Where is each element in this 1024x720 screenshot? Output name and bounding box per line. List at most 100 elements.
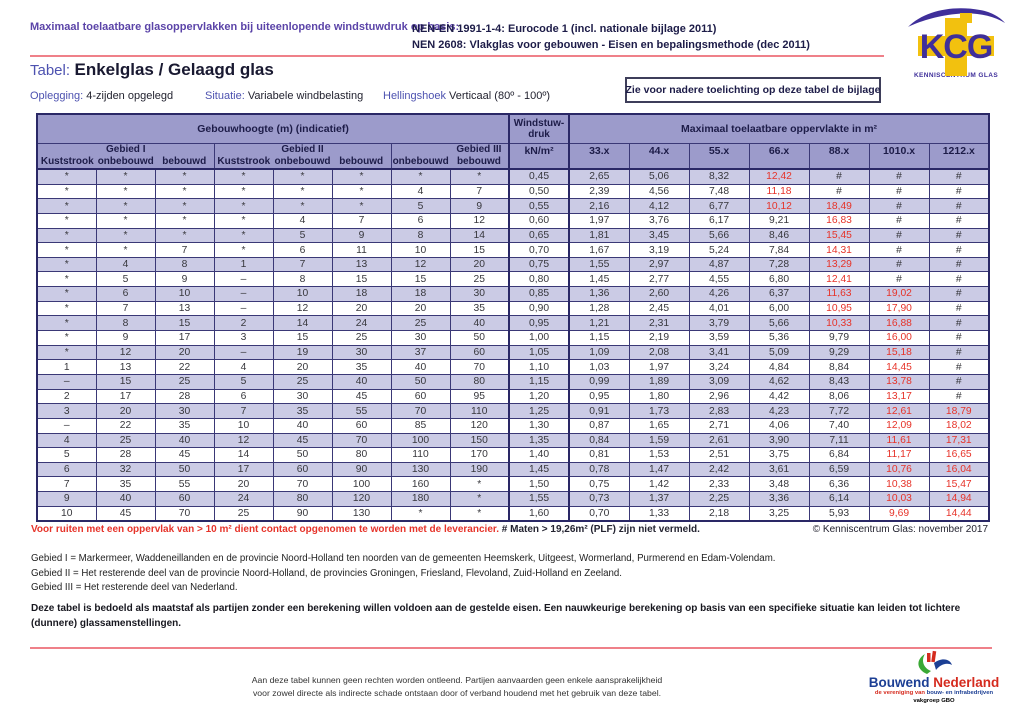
- height-cell: 50: [154, 461, 215, 478]
- height-cell: *: [95, 242, 156, 258]
- height-cell: 18: [331, 286, 392, 302]
- height-cell: 10: [154, 286, 215, 302]
- kcg-yellow-cross-horizontal: [918, 36, 994, 56]
- column-label: onbebouwd: [274, 155, 331, 167]
- pressure-unit: kN/m²: [508, 143, 571, 170]
- group-label: Gebied II: [281, 144, 324, 155]
- area-value-cell: 4,06: [748, 417, 810, 434]
- bouwend-nederland-icon: [918, 650, 952, 674]
- area-value-cell: 0,84: [568, 432, 630, 449]
- table-row: * * 7 * 6 11 10 15 0,70 1,67 3,19 5,24 7,84 14,31 # #: [36, 242, 990, 258]
- bouwend-nederland-name: Bouwend Nederland: [868, 675, 1000, 690]
- area-value-cell: 9,29: [808, 344, 870, 361]
- area-value-cell: 4,26: [688, 286, 750, 302]
- table-row: 3 20 30 7 35 55 70 110 1,25 0,91 1,73 2,83 4,23 7,72 1…: [36, 403, 990, 419]
- height-cell: *: [449, 476, 510, 493]
- area-value-cell: 4,56: [628, 183, 690, 200]
- footnote-hash: # Maten > 19,26m² (PLF) zijn niet vermel…: [501, 524, 700, 535]
- area-value-cell: 15,45: [808, 227, 870, 244]
- height-cell: 2: [213, 315, 274, 332]
- area-value-cell: 2,60: [628, 286, 690, 302]
- area-value-cell: 10,76: [868, 461, 930, 478]
- height-cell: 9: [154, 271, 215, 288]
- area-value-cell: 1,36: [568, 286, 630, 302]
- height-cell: *: [213, 168, 274, 185]
- height-cell: *: [154, 227, 215, 244]
- table-row: * * * * 4 7 6 12 0,60 1,97 3,76 6,17 9,21 16,83 # #: [36, 212, 990, 229]
- pressure-cell: 1,40: [508, 447, 571, 463]
- area-value-cell: 0,75: [568, 476, 630, 493]
- area-value-cell: 2,77: [628, 271, 690, 288]
- height-cell: 17: [213, 461, 274, 478]
- height-cell: 7: [154, 242, 215, 258]
- height-cell: 35: [449, 300, 510, 317]
- height-cell: 70: [449, 359, 510, 375]
- area-value-cell: 0,87: [568, 417, 630, 434]
- group-header-1: Gebied I Kuststrook onbebouwd bebouwd: [36, 143, 215, 170]
- area-value-cell: 6,17: [688, 212, 750, 229]
- height-cell: 40: [95, 491, 156, 507]
- height-cell: 7: [36, 476, 97, 493]
- area-value-cell: 6,37: [748, 286, 810, 302]
- area-value-cell: 10,95: [808, 300, 870, 317]
- height-cell: 32: [95, 461, 156, 478]
- glass-column-label: 33.x: [568, 143, 630, 170]
- height-cell: 19: [272, 344, 333, 361]
- height-cell: 13: [154, 300, 215, 317]
- meta-oplegging: Oplegging: 4-zijden opgelegd: [30, 90, 174, 102]
- area-value-cell: 12,61: [868, 403, 930, 419]
- area-value-cell: #: [928, 315, 990, 332]
- table-row: * * * * * * 4 7 0,50 2,39 4,56 7,48 11,18 # # #: [36, 183, 990, 200]
- area-value-cell: 12,09: [868, 417, 930, 434]
- height-cell: *: [36, 300, 97, 317]
- height-cell: 5: [36, 447, 97, 463]
- height-cell: 70: [272, 476, 333, 493]
- area-value-cell: 3,24: [688, 359, 750, 375]
- height-cell: 3: [213, 330, 274, 346]
- area-value-cell: 11,17: [868, 447, 930, 463]
- height-cell: *: [95, 227, 156, 244]
- pressure-cell: 0,75: [508, 256, 571, 273]
- area-value-cell: 5,66: [748, 315, 810, 332]
- height-cell: 6: [95, 286, 156, 302]
- height-cell: –: [213, 344, 274, 361]
- area-value-cell: 0,73: [568, 491, 630, 507]
- height-cell: 120: [331, 491, 392, 507]
- height-cell: 30: [449, 286, 510, 302]
- table-row: * 6 10–10 18 18 30 0,85 1,36 2,60 4,26 6,37 11,63 19…: [36, 286, 990, 302]
- height-cell: *: [272, 198, 333, 214]
- height-cell: 15: [272, 330, 333, 346]
- glass-column-label: 55.x: [688, 143, 750, 170]
- area-value-cell: 0,70: [568, 505, 630, 522]
- area-value-cell: 4,62: [748, 373, 810, 390]
- height-cell: 70: [154, 505, 215, 522]
- height-cell: *: [272, 183, 333, 200]
- height-cell: 25: [272, 373, 333, 390]
- height-cell: 8: [272, 271, 333, 288]
- area-value-cell: #: [868, 198, 930, 214]
- area-value-cell: 8,06: [808, 388, 870, 405]
- height-cell: 60: [154, 491, 215, 507]
- height-cell: 20: [95, 403, 156, 419]
- height-cell: *: [449, 491, 510, 507]
- height-cell: 4: [213, 359, 274, 375]
- column-label: bebouwd: [456, 155, 501, 167]
- height-cell: 35: [95, 476, 156, 493]
- height-cell: *: [36, 212, 97, 229]
- area-value-cell: 7,28: [748, 256, 810, 273]
- area-value-cell: 10,33: [808, 315, 870, 332]
- area-value-cell: 2,19: [628, 330, 690, 346]
- area-value-cell: 10,03: [868, 491, 930, 507]
- pressure-cell: 0,80: [508, 271, 571, 288]
- group-label: Gebied III: [456, 144, 502, 155]
- area-value-cell: 8,32: [688, 168, 750, 185]
- table-meta: Oplegging: 4-zijden opgelegd Situatie: V…: [30, 90, 690, 106]
- height-cell: 12: [449, 212, 510, 229]
- area-value-cell: 13,17: [868, 388, 930, 405]
- area-value-cell: 5,24: [688, 242, 750, 258]
- height-cell: *: [154, 168, 215, 185]
- pressure-cell: 1,50: [508, 476, 571, 493]
- column-label: onbebouwd: [392, 155, 449, 167]
- area-value-cell: #: [928, 198, 990, 214]
